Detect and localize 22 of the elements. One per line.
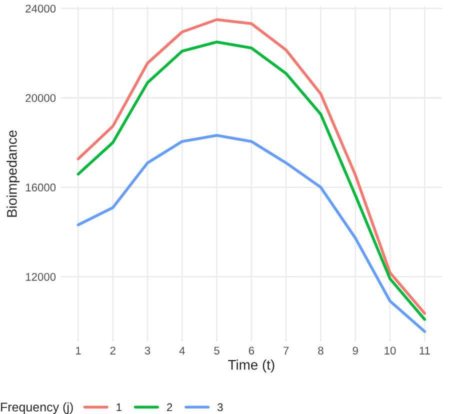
x-tick-label: 7: [284, 346, 289, 354]
legend-label: 3: [218, 403, 223, 412]
x-tick-label: 11: [420, 346, 430, 354]
y-tick-label: 16000: [26, 184, 56, 192]
y-axis-title: Bioimpedance: [6, 130, 20, 217]
legend-title: Frequency (j): [1, 402, 73, 414]
x-tick-label: 2: [110, 346, 116, 354]
x-tick-label: 4: [179, 346, 185, 354]
x-tick-label: 5: [214, 346, 220, 355]
legend-label: 1: [116, 403, 122, 412]
x-tick-label: 8: [318, 346, 324, 355]
line-series: [76, 134, 426, 333]
x-tick-label: 3: [144, 346, 150, 355]
legend-label: 2: [167, 403, 172, 412]
x-tick-label: 10: [384, 346, 396, 355]
y-tick-label: 12000: [26, 272, 56, 281]
x-tick-label: 1: [76, 346, 81, 354]
y-tick-label: 20000: [26, 94, 56, 102]
x-axis-title: Time (t): [228, 360, 274, 372]
x-tick-label: 9: [352, 346, 358, 355]
y-tick-label: 24000: [26, 4, 56, 13]
x-tick-label: 6: [248, 346, 254, 355]
